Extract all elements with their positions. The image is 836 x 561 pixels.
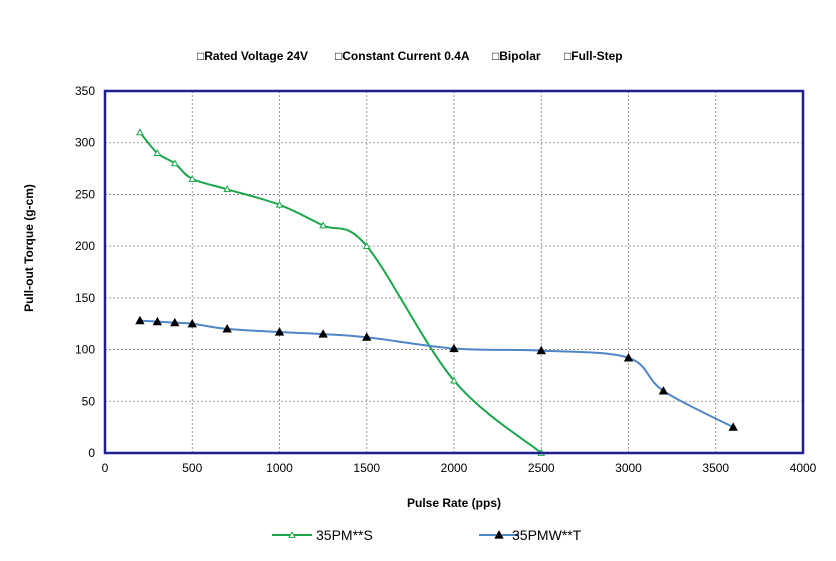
data-point (135, 315, 145, 325)
y-tick-label: 200 (75, 239, 95, 253)
data-point (728, 422, 738, 431)
data-point (362, 242, 371, 250)
series-line (139, 131, 542, 454)
x-tick-label: 3500 (702, 461, 729, 475)
x-tick-label: 3000 (615, 461, 642, 475)
data-point (187, 318, 197, 328)
condition-step: □Full-Step (564, 49, 623, 63)
data-point (152, 316, 163, 326)
data-point (318, 329, 328, 338)
plot-series (135, 128, 738, 456)
x-tick-label: 2500 (528, 461, 555, 475)
x-tick-label: 2000 (441, 461, 468, 475)
data-point (450, 376, 458, 384)
legend-label: 35PM**S (316, 527, 373, 543)
data-point (153, 149, 162, 156)
plot-border (103, 89, 805, 455)
series-line (139, 319, 734, 428)
condition-voltage: □Rated Voltage 24V (197, 49, 308, 63)
data-point (170, 159, 179, 167)
data-point (223, 185, 231, 193)
condition-drive: □Bipolar (492, 49, 541, 63)
legend-label: 35PMW**T (512, 527, 582, 543)
x-tick-label: 1500 (353, 461, 380, 475)
data-point (136, 128, 144, 136)
x-tick-label: 4000 (790, 461, 817, 475)
test-conditions: □Rated Voltage 24V □Constant Current 0.4… (197, 49, 623, 63)
x-tick-label: 500 (182, 461, 202, 475)
y-tick-label: 150 (75, 291, 95, 305)
x-tick-label: 0 (102, 461, 109, 475)
data-point (319, 221, 327, 229)
data-point (658, 386, 669, 395)
y-tick-label: 250 (75, 187, 95, 201)
series-1 (136, 128, 546, 456)
y-axis-title: Pull-out Torque (g-cm) (22, 184, 36, 312)
legend-marker (288, 530, 296, 538)
legend-marker (494, 530, 504, 539)
data-point (188, 174, 197, 182)
legend-entry: 35PMW**T (479, 527, 582, 543)
data-point (274, 327, 285, 336)
legend-entry: 35PM**S (272, 527, 373, 543)
data-point (362, 332, 372, 341)
series-2 (135, 315, 738, 431)
data-point (170, 317, 180, 327)
y-tick-label: 0 (88, 446, 95, 460)
data-point (623, 353, 634, 362)
data-point (449, 343, 459, 353)
y-tick-label: 50 (82, 394, 96, 408)
x-axis-title: Pulse Rate (pps) (407, 496, 501, 510)
y-tick-label: 100 (75, 343, 95, 357)
data-point (536, 345, 546, 355)
x-tick-label: 1000 (266, 461, 293, 475)
grid (104, 90, 804, 454)
condition-current: □Constant Current 0.4A (335, 49, 470, 63)
legend: 35PM**S 35PMW**T (272, 527, 582, 543)
data-point (275, 200, 284, 208)
y-tick-label: 300 (75, 136, 95, 150)
data-point (222, 324, 232, 333)
y-tick-label: 350 (75, 84, 95, 98)
